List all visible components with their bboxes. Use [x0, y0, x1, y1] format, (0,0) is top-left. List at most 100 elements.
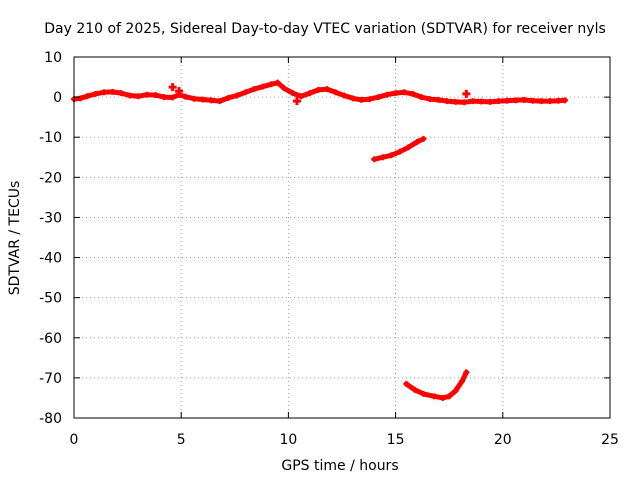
- data-point: [169, 94, 176, 101]
- data-point: [486, 98, 493, 105]
- y-tick-labels: 10 0 -10 -20 -30 -40 -50 -60 -70 -80: [39, 50, 62, 427]
- x-tick-label: 20: [494, 432, 512, 448]
- x-tick-labels: 0 5 10 15 20 25: [70, 432, 619, 448]
- data-point: [462, 89, 471, 98]
- data-point: [431, 393, 438, 400]
- data-point: [546, 98, 553, 105]
- data-point: [561, 97, 568, 104]
- y-tick-label: -10: [39, 130, 62, 146]
- x-tick-label: 10: [279, 432, 297, 448]
- data-point: [143, 91, 150, 98]
- x-axis-label: GPS time / hours: [281, 458, 398, 474]
- data-point: [161, 94, 168, 101]
- data-point: [420, 135, 427, 142]
- data-point: [452, 387, 459, 394]
- data-point: [379, 154, 386, 161]
- data-point: [411, 386, 418, 393]
- axis-ticks: [73, 56, 611, 419]
- data-point: [175, 87, 184, 96]
- y-tick-label: -40: [39, 251, 62, 267]
- data-point: [529, 97, 536, 104]
- data-point: [349, 95, 356, 102]
- data-point: [446, 393, 453, 400]
- data-point: [281, 85, 288, 92]
- data-point: [426, 96, 433, 103]
- data-point: [358, 96, 365, 103]
- x-tick-label: 0: [70, 432, 79, 448]
- data-point: [332, 89, 339, 96]
- data-point: [251, 86, 258, 93]
- data-point: [392, 90, 399, 97]
- data-point: [298, 93, 305, 100]
- data-point: [405, 144, 412, 151]
- data-point: [461, 99, 468, 106]
- y-tick-label: 0: [53, 90, 62, 106]
- data-point: [435, 96, 442, 103]
- y-tick-label: 10: [44, 50, 62, 66]
- data-point: [306, 90, 313, 97]
- data-point: [199, 96, 206, 103]
- y-tick-label: -60: [39, 331, 62, 347]
- series-segment-b: [403, 369, 469, 401]
- data-point: [384, 91, 391, 98]
- x-tick-label: 25: [601, 432, 619, 448]
- data-point: [388, 152, 395, 159]
- data-point: [439, 394, 446, 401]
- data-point: [444, 98, 451, 105]
- data-point: [452, 98, 459, 105]
- data-point: [292, 97, 301, 106]
- data-point: [504, 97, 511, 104]
- data-point: [135, 93, 142, 100]
- data-point: [538, 98, 545, 105]
- y-tick-label: -20: [39, 170, 62, 186]
- data-point: [109, 88, 116, 95]
- y-tick-label: -30: [39, 210, 62, 226]
- data-point: [118, 90, 125, 97]
- data-point: [366, 96, 373, 103]
- data-point: [459, 378, 466, 385]
- data-point: [182, 93, 189, 100]
- data-point: [371, 156, 378, 163]
- data-point: [191, 95, 198, 102]
- y-tick-label: -50: [39, 291, 62, 307]
- data-point: [463, 369, 470, 376]
- data-point: [225, 94, 232, 101]
- data-point: [168, 83, 177, 92]
- data-point: [555, 97, 562, 104]
- plot-frame: [73, 56, 611, 419]
- x-tick-label: 15: [387, 432, 405, 448]
- data-point: [289, 90, 296, 97]
- data-point: [268, 81, 275, 88]
- data-point: [418, 94, 425, 101]
- data-series: [71, 79, 568, 401]
- data-point: [396, 148, 403, 155]
- data-point: [208, 97, 215, 104]
- data-point: [409, 90, 416, 97]
- y-tick-label: -70: [39, 371, 62, 387]
- data-point: [403, 380, 410, 387]
- grid: [74, 57, 610, 418]
- data-point: [77, 95, 84, 102]
- data-point: [512, 97, 519, 104]
- data-point: [521, 96, 528, 103]
- data-point: [375, 94, 382, 101]
- y-axis-label: SDTVAR / TECUs: [7, 181, 23, 296]
- data-point: [101, 89, 108, 96]
- data-point: [341, 92, 348, 99]
- data-point: [83, 93, 90, 100]
- data-point: [414, 139, 421, 146]
- data-point: [259, 83, 266, 90]
- data-point: [469, 98, 476, 105]
- data-point: [274, 79, 281, 86]
- data-point: [478, 98, 485, 105]
- x-tick-label: 5: [177, 432, 186, 448]
- y-tick-label: -80: [39, 411, 62, 427]
- data-point: [420, 390, 427, 397]
- data-point: [233, 92, 240, 99]
- data-point: [323, 86, 330, 93]
- data-point: [242, 89, 249, 96]
- data-point: [216, 98, 223, 105]
- chart-title: Day 210 of 2025, Sidereal Day-to-day VTE…: [44, 21, 606, 37]
- data-point: [152, 92, 159, 99]
